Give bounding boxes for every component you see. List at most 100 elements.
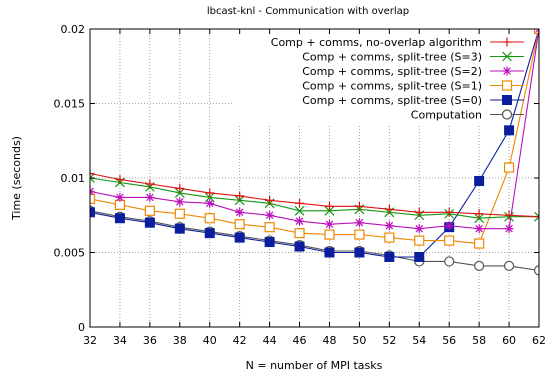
series-marker-d2: [235, 208, 244, 217]
series-marker: [264, 222, 275, 233]
x-tick-label: 46: [293, 334, 307, 347]
series-line: [90, 29, 539, 258]
series-marker: [414, 224, 424, 234]
series-marker: [295, 198, 305, 208]
x-tick-label: 34: [113, 334, 127, 347]
series-marker: [294, 241, 305, 252]
y-tick-label: 0.02: [61, 23, 86, 36]
series-marker: [354, 201, 364, 211]
series-marker: [384, 232, 395, 243]
series-marker: [234, 232, 245, 243]
series-marker: [414, 235, 425, 246]
legend-label: Comp + comms, split-tree (S=3): [302, 51, 482, 64]
chart-title: lbcast-knl - Communication with overlap: [207, 6, 409, 17]
series-marker: [174, 223, 185, 234]
series-marker-d2: [294, 205, 305, 216]
series-line: [90, 210, 539, 271]
series-marker: [145, 179, 155, 189]
ticks: 32 34 36 38 40 42 44 46 48 50 52 54 56 58 60 62 0 0.005 0.…: [54, 23, 545, 347]
series-marker: [474, 224, 484, 234]
series-marker: [474, 209, 484, 219]
x-tick-label: 42: [233, 334, 247, 347]
legend-marker: [502, 51, 512, 62]
x-tick-label: 54: [412, 334, 426, 347]
series-marker: [354, 229, 365, 240]
legend-marker: [502, 66, 512, 76]
x-tick-label: 44: [263, 334, 277, 347]
series-marker: [90, 193, 96, 204]
series-marker: [444, 221, 454, 231]
x-tick-label: 56: [442, 334, 456, 347]
series-marker: [294, 205, 305, 216]
x-tick-label: 36: [143, 334, 157, 347]
series-line: [90, 29, 539, 230]
series-marker-d2: [116, 193, 124, 202]
series-marker-d2: [90, 187, 94, 193]
series-marker: [324, 219, 334, 229]
series-marker: [324, 201, 334, 211]
series-marker: [174, 208, 185, 219]
series-marker: [90, 173, 95, 183]
series-marker-d2: [385, 221, 394, 230]
series-marker-d2: [265, 211, 274, 220]
series-marker: [534, 29, 539, 34]
series-marker-d2: [534, 215, 539, 222]
y-tick-label: 0.015: [54, 98, 86, 111]
series-marker: [235, 191, 245, 201]
series-marker-d2: [475, 224, 483, 233]
series-marker: [90, 186, 95, 196]
series-marker: [145, 192, 155, 202]
y-tick-label: 0.005: [54, 247, 86, 260]
series-marker: [503, 162, 515, 173]
x-tick-label: 50: [352, 334, 366, 347]
y-tick-label: 0: [78, 321, 85, 334]
legend-label: Comp + comms, split-tree (S=2): [302, 65, 482, 78]
y-tick-label: 0.01: [61, 172, 86, 185]
series-marker: [533, 265, 539, 276]
series-marker-d2: [176, 198, 184, 206]
series-marker: [414, 207, 424, 217]
series-marker: [324, 247, 335, 258]
series-marker: [234, 219, 245, 230]
series-marker-d2: [415, 224, 424, 233]
series-marker: [175, 197, 185, 207]
series-marker-d1: [90, 177, 95, 183]
y-axis-title: Time (seconds): [10, 136, 23, 221]
series-layer: [90, 29, 539, 276]
series-marker: [354, 247, 365, 258]
x-axis-title: N = number of MPI tasks: [246, 359, 383, 372]
series-marker: [204, 213, 215, 224]
series-marker-d2: [355, 218, 364, 227]
series-marker-d1: [534, 211, 539, 218]
series-marker-d2: [325, 220, 334, 228]
series-marker: [294, 228, 305, 239]
legend-label: Comp + comms, no-overlap algorithm: [271, 36, 482, 49]
series-marker: [354, 218, 364, 228]
series-marker-d2: [90, 173, 95, 179]
series-marker-d1: [90, 190, 94, 196]
series-marker: [90, 207, 95, 218]
grid: [90, 29, 539, 327]
x-tick-label: 38: [173, 334, 187, 347]
x-tick-label: 40: [203, 334, 217, 347]
series-marker: [504, 224, 514, 234]
series-marker-d2: [205, 199, 214, 208]
series-marker: [144, 205, 155, 216]
series-marker: [444, 235, 455, 246]
series-marker: [144, 217, 155, 228]
series-line: [90, 29, 539, 245]
series-marker: [90, 169, 95, 179]
series-marker: [264, 237, 275, 248]
series-marker: [115, 174, 125, 184]
series-marker: [474, 260, 485, 272]
series-marker: [414, 251, 425, 262]
series-marker: [384, 221, 394, 231]
series-marker: [205, 188, 215, 198]
series-marker: [474, 238, 485, 249]
legend-marker-d2: [503, 67, 511, 75]
series-marker: [205, 198, 215, 208]
x-tick-label: 62: [532, 334, 545, 347]
series-marker: [115, 192, 125, 202]
series-marker-d2: [295, 217, 304, 226]
